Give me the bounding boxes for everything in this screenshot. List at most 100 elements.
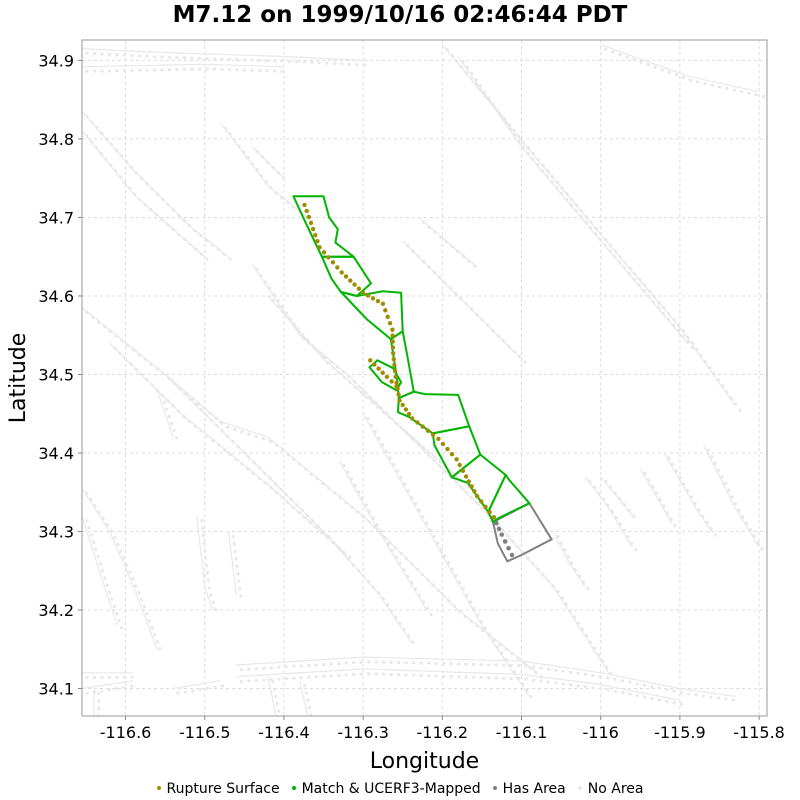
no-area-fault-outline bbox=[82, 680, 134, 690]
rupture-surface-point bbox=[454, 457, 459, 462]
no-area-fault-trace bbox=[271, 680, 282, 716]
match-polygon bbox=[340, 290, 404, 341]
no-area-fault-trace bbox=[168, 377, 544, 679]
rupture-surface-point bbox=[472, 489, 477, 494]
no-area-fault-outline bbox=[227, 531, 237, 595]
no-area-fault-outline bbox=[196, 515, 214, 611]
plot-background bbox=[82, 40, 767, 716]
rupture-surface-point bbox=[440, 441, 446, 447]
no-area-fault-trace bbox=[445, 47, 742, 413]
rupture-surface-point bbox=[491, 515, 496, 520]
plot-frame bbox=[81, 39, 768, 717]
legend-item: Rupture Surface bbox=[156, 780, 280, 798]
no-area-fault-trace bbox=[604, 47, 766, 98]
y-tick-label: 34.9 bbox=[38, 51, 74, 70]
no-area-fault-outline bbox=[156, 390, 174, 438]
rupture-surface-point bbox=[479, 499, 484, 504]
match-polygon bbox=[292, 195, 355, 258]
rupture-surface-point bbox=[457, 462, 462, 468]
no-area-fault-trace bbox=[342, 464, 433, 617]
legend-label: No Area bbox=[587, 781, 644, 797]
no-area-fault-trace bbox=[271, 299, 473, 491]
no-area-fault-trace bbox=[667, 456, 718, 538]
x-tick-label: -116.6 bbox=[100, 723, 152, 742]
rupture-surface-point bbox=[466, 479, 471, 484]
rupture-surface-point bbox=[384, 374, 390, 379]
rupture-surface-point bbox=[375, 298, 381, 304]
rupture-surface-point bbox=[436, 436, 441, 441]
no-area-fault-outline bbox=[703, 444, 760, 548]
rupture-surface-point bbox=[330, 260, 336, 265]
rupture-surface-point bbox=[326, 255, 331, 260]
match-polygon bbox=[368, 359, 403, 392]
no-area-fault-trace bbox=[113, 346, 354, 562]
no-area-fault-outline bbox=[82, 111, 229, 258]
no-area-fault-trace bbox=[85, 491, 164, 656]
no-area-fault-trace bbox=[85, 310, 417, 648]
y-tick-label: 34.3 bbox=[38, 522, 74, 541]
y-tick-label: 34.4 bbox=[38, 444, 74, 463]
rupture-surface-point bbox=[425, 428, 431, 433]
no-area-fault-trace bbox=[588, 479, 639, 554]
no-area-fault-outline bbox=[600, 44, 760, 93]
rupture-surface-point bbox=[343, 274, 349, 279]
rupture-surface-point bbox=[310, 226, 316, 232]
chart-title: M7.12 on 1999/10/16 02:46:44 PDT bbox=[172, 2, 628, 28]
rupture-surface-point bbox=[430, 432, 436, 437]
x-tick-label: -115.9 bbox=[654, 723, 706, 742]
no-area-fault-trace bbox=[85, 114, 235, 263]
rupture-surface-point bbox=[360, 290, 366, 295]
y-axis-ticks: 34.1 34.2 34.3 34.4 34.5 34.6 34.7 34.8 34.9 bbox=[38, 51, 82, 699]
x-axis-label: Longitude bbox=[370, 749, 479, 774]
has-area-point bbox=[494, 520, 499, 526]
rupture-surface-point bbox=[449, 452, 455, 457]
no-area-fault-outline bbox=[299, 680, 309, 716]
legend-marker bbox=[291, 786, 296, 790]
rupture-surface-point bbox=[306, 214, 311, 220]
match-polygon bbox=[487, 474, 531, 524]
rupture-surface-point bbox=[313, 233, 318, 238]
rupture-surface-point bbox=[469, 484, 474, 489]
map-plot: -116.6 -116.5 -116.4 -116.3 -116.2 -116.1 -116… bbox=[6, 39, 785, 774]
y-axis-label: Latitude bbox=[6, 333, 31, 424]
rupture-surface-point bbox=[410, 416, 415, 421]
rupture-surface-point bbox=[394, 384, 399, 389]
rupture-surface-point bbox=[397, 398, 402, 403]
rupture-surface-point bbox=[317, 245, 322, 250]
no-area-fault-outline bbox=[173, 680, 221, 690]
grid-lines bbox=[82, 40, 767, 716]
no-area-fault-trace bbox=[255, 150, 291, 185]
rupture-surface-point bbox=[380, 370, 385, 375]
x-tick-label: -116 bbox=[583, 723, 619, 742]
rupture-surface-point bbox=[475, 494, 480, 499]
rupture-surface-point bbox=[390, 345, 396, 350]
no-area-fault-outline bbox=[552, 531, 586, 587]
legend-item: Has Area bbox=[492, 780, 566, 798]
rupture-surface-point bbox=[400, 402, 405, 408]
no-area-fault-trace bbox=[85, 683, 140, 695]
rupture-surface-point bbox=[315, 239, 320, 244]
rupture-surface-point bbox=[394, 380, 399, 385]
rupture-surface-points bbox=[302, 202, 496, 520]
no-area-fault-trace bbox=[556, 534, 592, 593]
no-area-fault-trace bbox=[303, 683, 313, 716]
rupture-surface-point bbox=[391, 351, 396, 356]
no-area-fault-outline bbox=[267, 676, 277, 716]
no-area-fault-outline bbox=[82, 63, 284, 68]
has-area-point bbox=[502, 539, 508, 544]
legend-marker bbox=[156, 786, 161, 790]
rupture-surface-point bbox=[406, 411, 412, 417]
no-area-fault-outline bbox=[402, 240, 522, 360]
rupture-surface-point bbox=[380, 301, 386, 306]
rupture-surface-point bbox=[392, 362, 397, 368]
rupture-surface-point bbox=[383, 308, 388, 313]
rupture-surface-point bbox=[393, 374, 398, 379]
has-area-point bbox=[506, 545, 511, 551]
y-tick-label: 34.8 bbox=[38, 130, 74, 149]
rupture-surface-point bbox=[415, 420, 420, 425]
rupture-surface-point bbox=[376, 366, 381, 371]
legend-marker bbox=[492, 786, 497, 790]
rupture-surface-point bbox=[370, 296, 376, 301]
no-area-fault-outline bbox=[362, 413, 530, 697]
match-polygons bbox=[292, 195, 531, 524]
